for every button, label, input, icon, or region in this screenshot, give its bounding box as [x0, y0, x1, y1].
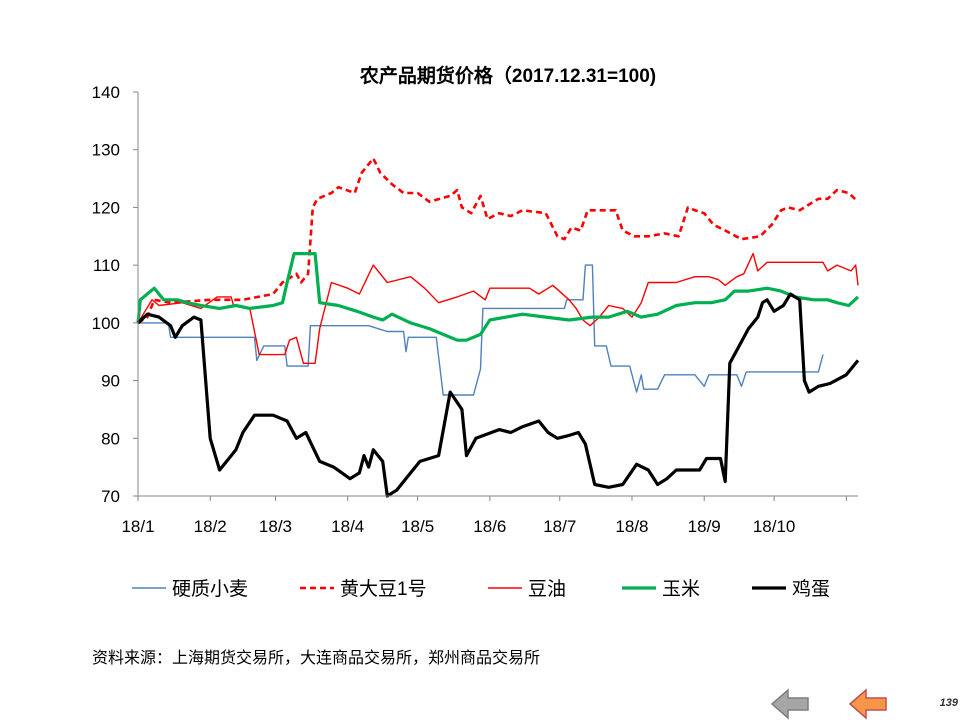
prev-arrow-icon[interactable] [770, 688, 810, 720]
legend-label-3: 玉米 [662, 578, 700, 600]
series-line-3 [136, 252, 860, 342]
x-tick-label: 18/7 [543, 517, 576, 536]
x-tick-label: 18/3 [259, 517, 292, 536]
source-note: 资料来源：上海期货交易所，大连商品交易所，郑州商品交易所 [92, 650, 541, 667]
x-tick-label: 18/1 [121, 517, 154, 536]
y-tick-label: 70 [101, 487, 120, 506]
y-tick-label: 120 [92, 198, 120, 217]
x-tick-label: 18/4 [331, 517, 364, 536]
x-tick-label: 18/5 [401, 517, 434, 536]
legend: 硬质小麦 黄大豆1号 豆油 玉米 鸡蛋 [132, 578, 830, 600]
y-tick-label: 130 [92, 141, 120, 160]
x-tick-label: 18/6 [473, 517, 506, 536]
y-tick-label: 80 [101, 429, 120, 448]
page-number: 139 [939, 697, 958, 709]
x-tick-label: 18/2 [194, 517, 227, 536]
y-tick-label: 90 [101, 372, 120, 391]
series-line-4 [136, 292, 860, 498]
series-line-2 [137, 252, 859, 364]
plot-area [136, 157, 860, 498]
x-tick-label: 18/10 [753, 517, 796, 536]
x-tick-label: 18/9 [688, 517, 721, 536]
chart-title: 农产品期货价格（2017.12.31=100) [359, 64, 656, 87]
series-line-1 [137, 157, 859, 325]
legend-label-2: 豆油 [528, 578, 566, 600]
next-arrow-icon[interactable] [848, 688, 888, 720]
series-line-0 [138, 264, 824, 396]
legend-label-4: 鸡蛋 [792, 578, 830, 600]
y-tick-label: 140 [92, 83, 120, 102]
x-tick-label: 18/8 [615, 517, 648, 536]
y-tick-label: 110 [93, 256, 120, 275]
y-tick-label: 100 [92, 314, 120, 333]
legend-label-0: 硬质小麦 [172, 578, 248, 600]
axes: 70 80 90 100 110 120 130 140 18/1 18/2 18/3 18/4 18/… [92, 83, 858, 536]
legend-label-1: 黄大豆1号 [340, 578, 427, 600]
